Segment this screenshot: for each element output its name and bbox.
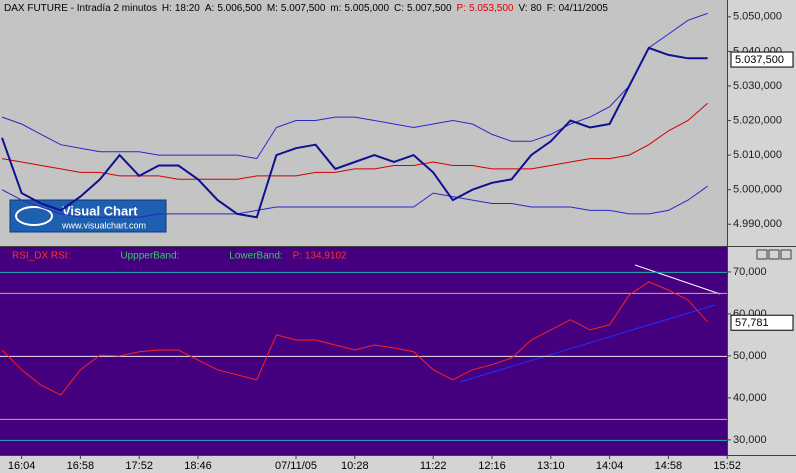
x-tick-label: 12:16 (478, 460, 506, 472)
field-value: 04/11/2005 (559, 3, 609, 14)
window-buttons (756, 249, 792, 260)
x-tick-label: 17:52 (125, 460, 153, 472)
trend-line (634, 264, 721, 295)
y-tick-label: 50,000 (733, 350, 767, 362)
field-value: 5.007,500 (407, 3, 452, 14)
header-title: DAX FUTURE - Intradía 2 minutos (4, 3, 157, 14)
y-tick-label: 5.030,000 (733, 80, 782, 92)
price-axis (727, 0, 796, 246)
field-value: 5.006,500 (217, 3, 262, 14)
series-line (1, 102, 708, 180)
x-tick-label: 16:04 (8, 460, 36, 472)
field-label: M: (267, 3, 278, 14)
x-tick-label: 10:28 (341, 460, 369, 472)
y-tick-label: 5.020,000 (733, 114, 782, 126)
x-tick-label: 13:10 (537, 460, 565, 472)
trend-line (459, 304, 716, 383)
field-value: 5.053,500 (469, 3, 514, 14)
legend-entry: P: 134,9102 (293, 251, 347, 262)
x-tick-label: 16:58 (67, 460, 95, 472)
minimize-button[interactable] (756, 249, 768, 260)
last-value-label: 5.037,500 (735, 54, 784, 66)
y-tick-label: 5.000,000 (733, 184, 782, 196)
field-value: 18:20 (175, 3, 200, 14)
maximize-button[interactable] (768, 249, 780, 260)
rsi-panel (0, 247, 796, 455)
logo-title: Visual Chart (62, 203, 138, 218)
header: DAX FUTURE - Intradía 2 minutos H: 18:20 A:… (4, 3, 608, 14)
y-tick-label: 5.010,000 (733, 149, 782, 161)
logo-icon (15, 206, 53, 226)
x-tick-label: 18:46 (184, 460, 212, 472)
x-tick-label: 07/11/05 (275, 460, 317, 472)
close-button[interactable] (780, 249, 792, 260)
y-tick-label: 70,000 (733, 266, 767, 278)
field-label: P: (457, 3, 466, 14)
x-tick-label: 15:52 (713, 460, 741, 472)
series-line (1, 185, 708, 218)
legend-entry: UppperBand: (120, 251, 179, 262)
series-line (1, 46, 708, 219)
legend-entry: LowerBand: (229, 251, 282, 262)
field-value: 5.007,500 (281, 3, 326, 14)
x-tick-label: 14:04 (596, 460, 624, 472)
legend-entry: RSI_DX RSI: (12, 251, 70, 262)
field-label: C: (394, 3, 404, 14)
logo-url: www.visualchart.com (61, 220, 146, 230)
field-label: m: (330, 3, 341, 14)
y-tick-label: 5.050,000 (733, 11, 782, 23)
field-value: 80 (531, 3, 543, 14)
y-tick-label: 40,000 (733, 392, 767, 404)
series-line (1, 12, 708, 160)
logo: Visual Chart www.visualchart.com (9, 199, 167, 233)
time-axis (0, 455, 796, 473)
rsi-axis (727, 247, 796, 455)
x-tick-label: 14:58 (655, 460, 683, 472)
last-value-box (730, 51, 794, 68)
field-value: 5.005,000 (345, 3, 390, 14)
last-value-box (730, 314, 794, 331)
series-line (1, 281, 708, 396)
y-tick-label: 4.990,000 (733, 218, 782, 230)
field-label: V: (518, 3, 527, 14)
y-tick-label: 30,000 (733, 434, 767, 446)
last-value-label: 57,781 (735, 317, 769, 329)
field-label: H: (162, 3, 172, 14)
x-tick-label: 11:22 (420, 460, 447, 472)
field-label: A: (205, 3, 214, 14)
field-label: F: (547, 3, 556, 14)
